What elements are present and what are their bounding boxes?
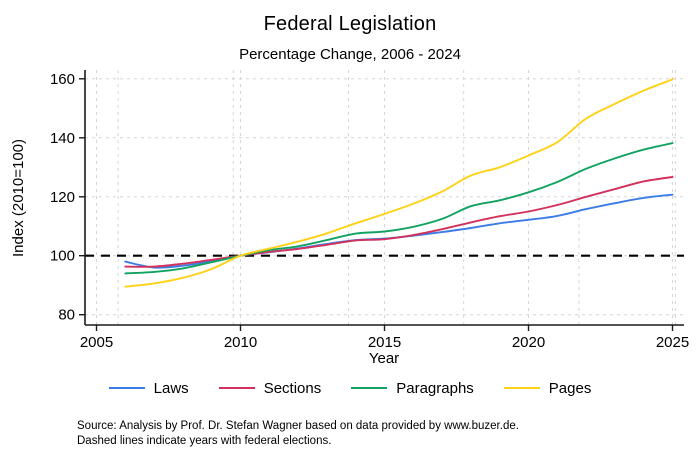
grid-lines [85,70,684,325]
legend-swatch-paragraphs [351,387,388,389]
chart-notes: Source: Analysis by Prof. Dr. Stefan Wag… [77,419,519,448]
y-tick-label-160: 160 [50,71,75,88]
legend-item-sections: Sections [218,379,322,397]
x-tick-label-2020: 2020 [512,334,545,351]
series-lines [124,78,674,288]
legend-label-sections: Sections [263,379,322,397]
legend-label-laws: Laws [153,379,189,397]
legend-swatch-pages [503,387,540,389]
legend-item-paragraphs: Paragraphs [351,380,474,397]
legend-label-paragraphs: Paragraphs [396,379,474,397]
x-tick-label-2005: 2005 [80,334,113,351]
y-tick-label-80: 80 [58,307,75,324]
y-tick-label-100: 100 [50,248,75,265]
legend-item-laws: Laws [108,379,189,397]
x-tick-label-2015: 2015 [368,334,401,351]
series-line-paragraphs [124,142,674,275]
series-line-laws [124,193,674,269]
legend-swatch-sections [218,387,255,389]
chart-title: Federal Legislation [263,13,437,35]
legend-item-pages: Pages [503,379,592,397]
x-tick-label-2010: 2010 [224,334,257,351]
series-line-sections [124,176,674,268]
x-tick-label-2025: 2025 [656,334,689,351]
y-axis-title: Index (2010=100) [10,139,27,257]
legend-label-pages: Pages [548,379,592,397]
x-axis-title: Year [369,350,399,367]
y-tick-label-140: 140 [50,130,75,147]
chart-subtitle: Percentage Change, 2006 - 2024 [239,46,461,63]
source-note: Source: Analysis by Prof. Dr. Stefan Wag… [77,420,519,432]
axes: 80 100 120 140 160 2005 2010 2015 2020 2025 [50,70,689,351]
legend-swatch-laws [108,387,145,389]
y-tick-label-120: 120 [50,189,75,206]
elections-note: Dashed lines indicate years with federal… [77,434,332,447]
series-line-pages [124,78,674,288]
chart-legend: Laws Sections Paragraphs Pages [0,376,700,400]
